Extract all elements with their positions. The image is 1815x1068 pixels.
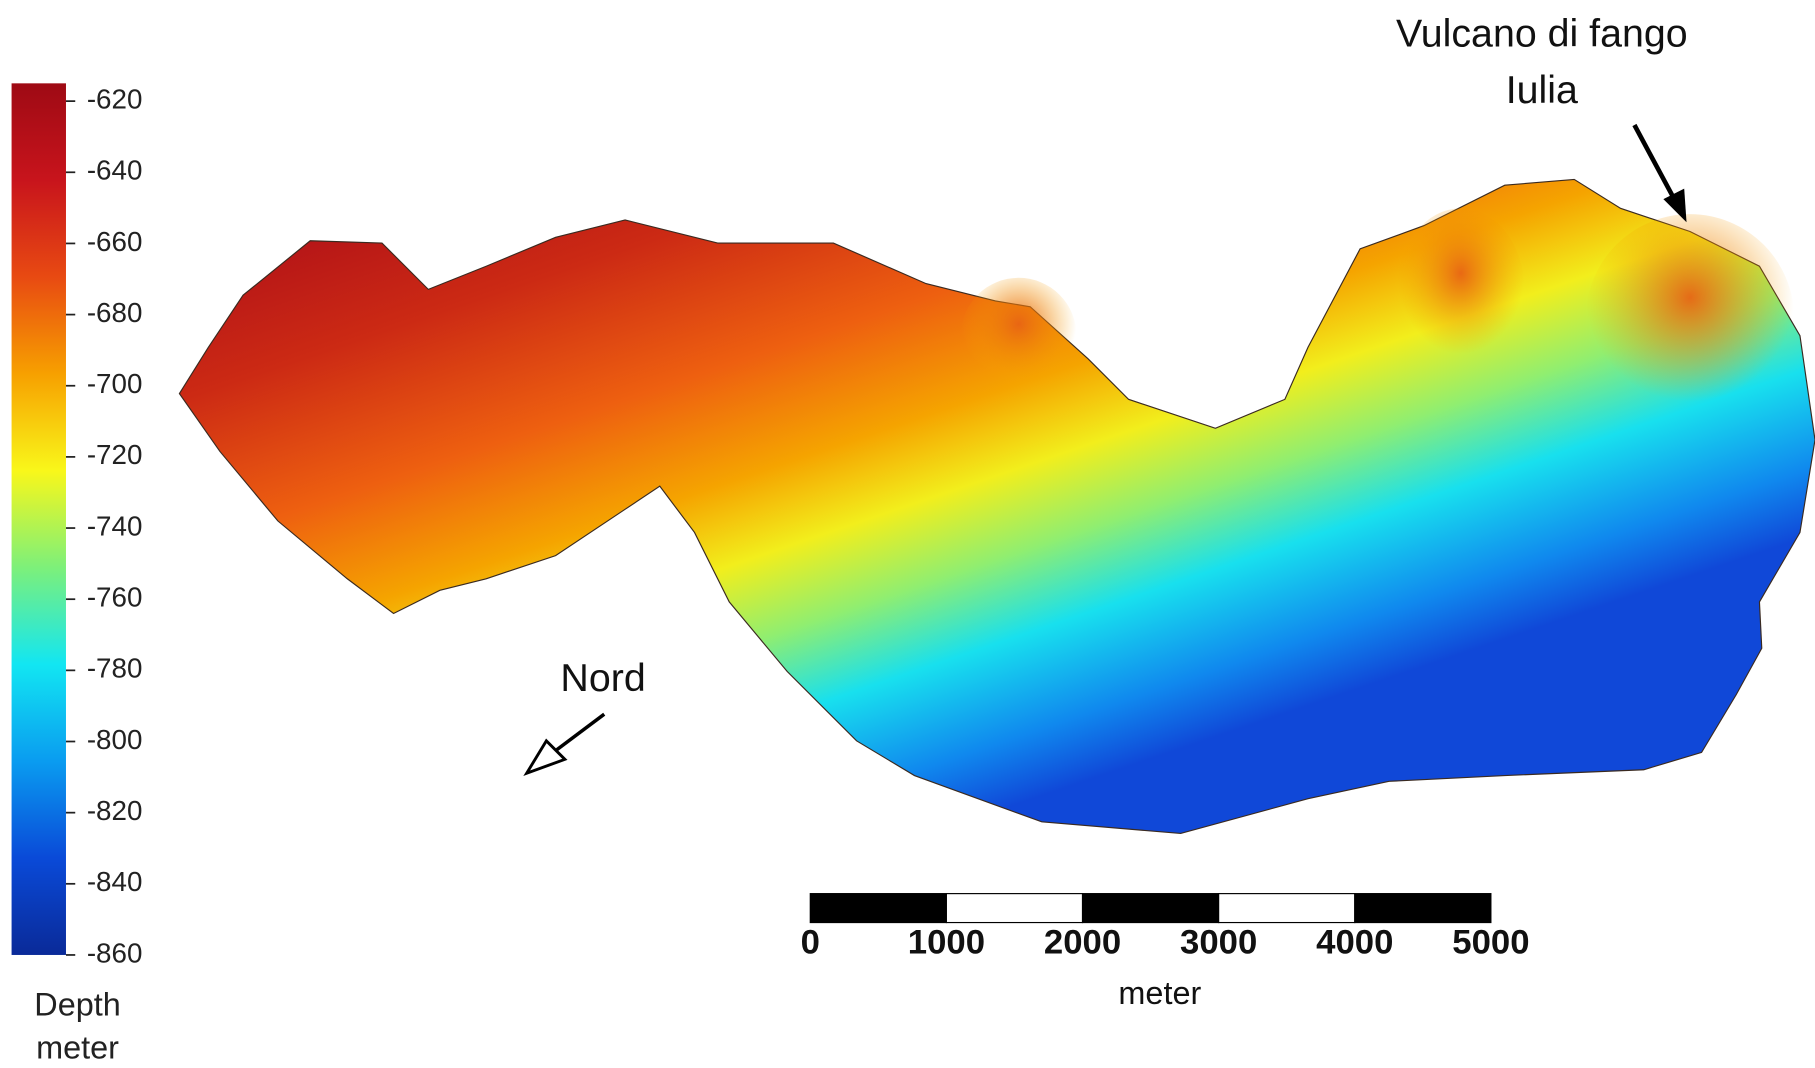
colorbar bbox=[11, 83, 66, 955]
scale-tick-label: 3000 bbox=[1180, 924, 1257, 962]
arrow bbox=[1632, 123, 1687, 223]
colorbar-label: meter bbox=[36, 1029, 119, 1065]
colorbar-tick-label: -620 bbox=[87, 83, 143, 114]
mound bbox=[960, 277, 1077, 394]
colorbar-label: Depth bbox=[34, 987, 120, 1023]
colorbar-tick-label: -760 bbox=[87, 582, 143, 613]
colorbar-tick-label: -660 bbox=[87, 226, 143, 257]
scale-segment bbox=[945, 893, 1084, 924]
scale-tick-label: 1000 bbox=[908, 924, 985, 962]
colorbar-tick-label: -640 bbox=[87, 155, 143, 186]
scale-segment bbox=[1218, 893, 1356, 924]
scale-tick-label: 2000 bbox=[1044, 924, 1121, 962]
scale-tick-label: 4000 bbox=[1316, 924, 1393, 962]
colorbar-tick-label: -840 bbox=[87, 866, 143, 897]
north-arrow bbox=[523, 712, 606, 776]
colorbar-tick-label: -720 bbox=[87, 439, 143, 470]
colorbar-tick-label: -820 bbox=[87, 795, 143, 826]
annotation: Iulia bbox=[1506, 68, 1578, 112]
scale-tick-label: 0 bbox=[801, 924, 820, 962]
scale-segment bbox=[1354, 893, 1492, 924]
scale-segment bbox=[1081, 893, 1220, 924]
colorbar-tick-label: -680 bbox=[87, 297, 143, 328]
annotation: Vulcano di fango bbox=[1396, 11, 1688, 55]
scale-unit: meter bbox=[1118, 975, 1201, 1011]
colorbar-tick-label: -740 bbox=[87, 510, 143, 541]
colorbar-tick-label: -800 bbox=[87, 724, 143, 755]
mound bbox=[1397, 208, 1525, 371]
colorbar-tick-label: -700 bbox=[87, 368, 143, 399]
scale-segment bbox=[809, 893, 947, 924]
north-label: Nord bbox=[560, 656, 645, 700]
terrain-surface bbox=[178, 178, 1815, 835]
scale-tick-label: 5000 bbox=[1452, 924, 1529, 962]
map-canvas: Depth meter meter Vulcano di fango Iulia… bbox=[11, 11, 1815, 1065]
mound bbox=[1585, 214, 1795, 423]
colorbar-tick-label: -780 bbox=[87, 653, 143, 684]
colorbar-tick-label: -860 bbox=[87, 937, 143, 968]
